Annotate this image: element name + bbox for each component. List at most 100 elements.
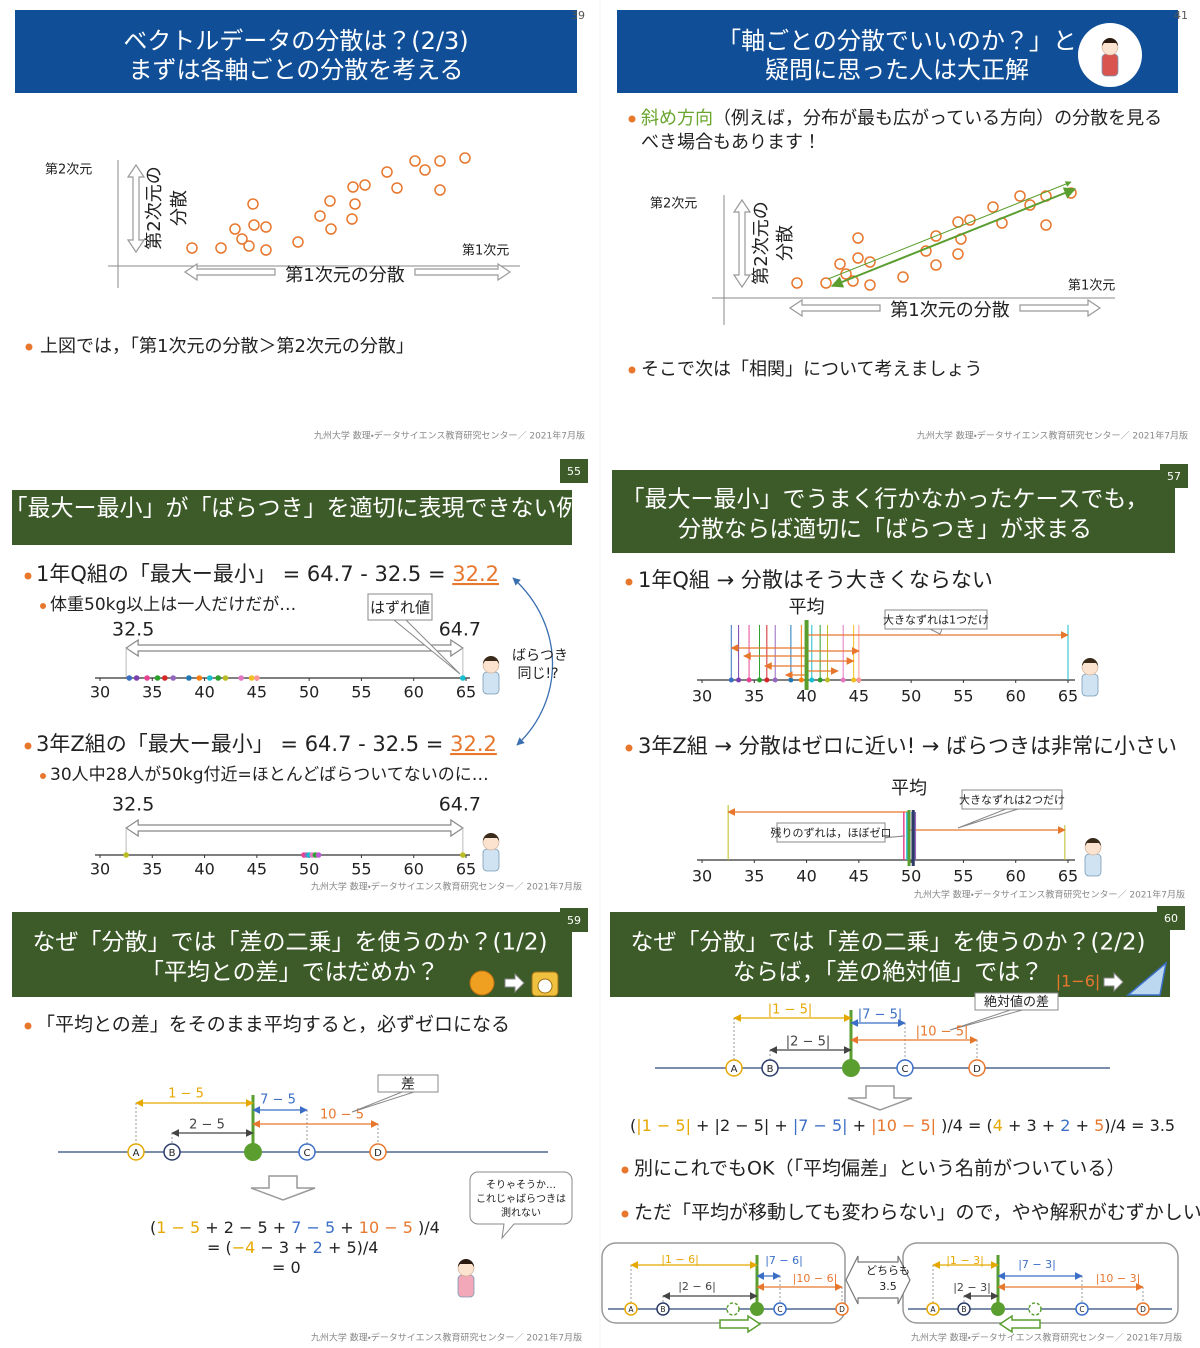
diff-label: |7 − 5| <box>858 1008 902 1023</box>
scatter-point <box>243 240 255 252</box>
shift-arrow <box>719 1314 762 1334</box>
page-number: 60 <box>1164 912 1178 925</box>
scatter-point <box>314 210 326 222</box>
icon-arrow <box>1103 971 1124 993</box>
hollow-arrow <box>732 198 752 289</box>
weight-dot <box>788 677 794 683</box>
text-part: ( <box>630 1116 636 1135</box>
tick-label: 40 <box>194 683 214 702</box>
point-letter: D <box>973 1064 981 1075</box>
formula: (|1 − 5| + |2 − 5| + |7 − 5| + |10 − 5| … <box>630 1116 1175 1135</box>
text-part: )/4 = 3.5 <box>1104 1116 1175 1135</box>
mean-label: 平均 <box>891 778 927 799</box>
text-part: 斜め方向 <box>641 108 713 129</box>
hollow-arrow <box>126 163 146 254</box>
point-letter: B <box>961 1305 966 1314</box>
weight-dot <box>162 675 168 681</box>
person-body <box>1101 53 1119 77</box>
bullet: 上図では，「第1次元の分散＞第2次元の分散」 <box>40 336 414 357</box>
weight-dot <box>736 677 742 683</box>
callout-text: はずれ値 <box>370 599 430 617</box>
diff-label: |1 − 6| <box>661 1253 699 1266</box>
weight-dot <box>728 677 734 683</box>
hollow-arrow <box>845 1255 911 1305</box>
point-letter: C <box>902 1064 909 1075</box>
side-note: ばらつき <box>512 648 568 664</box>
diff-label: |10 − 3| <box>1096 1272 1141 1285</box>
person-hair <box>1082 658 1098 666</box>
scatter-point <box>852 252 864 264</box>
tick-label: 40 <box>796 867 816 886</box>
page-number: 39 <box>571 9 585 22</box>
bullet: 3年Z組の「最大ー最小」 = 64.7 - 32.5 = 32.2 <box>36 732 497 756</box>
page-number: 55 <box>567 465 581 478</box>
data-point <box>163 1143 181 1161</box>
bullet-dot <box>24 742 32 750</box>
bullet-dot <box>621 1210 629 1218</box>
mean-point <box>842 1059 860 1077</box>
bullet: そこで次は「相関」について考えましょう <box>641 359 982 380</box>
callout-box <box>961 789 1063 810</box>
weight-dot <box>254 675 260 681</box>
tick-label: 60 <box>404 860 424 879</box>
tick-label: 45 <box>247 860 267 879</box>
footer: 九州大学 数理・データサイエンス教育研究センター／ 2021年7月版 <box>314 430 585 442</box>
slide-title: 「平均との差」ではだめか？ <box>141 960 439 986</box>
hollow-arrow <box>125 638 464 658</box>
diff-label: |1 − 3| <box>946 1254 984 1267</box>
data-point <box>624 1302 638 1316</box>
tick-label: 35 <box>142 860 162 879</box>
bullet: 「平均との差」をそのまま平均すると，必ずゼロになる <box>36 1014 510 1036</box>
tick-label: 50 <box>299 683 319 702</box>
scatter-point <box>186 242 198 254</box>
point-letter: D <box>374 1148 382 1159</box>
weight-dot <box>824 677 830 683</box>
bullet-dot <box>25 343 33 351</box>
tick-label: 50 <box>901 867 921 886</box>
scatter-point <box>391 182 403 194</box>
text-part: + <box>200 1218 224 1237</box>
bullet: 1年Q組の「最大ー最小」 = 64.7 - 32.5 = 32.2 <box>36 562 499 586</box>
person-body <box>1084 853 1102 877</box>
weight-dot <box>856 677 862 683</box>
weight-dot <box>238 675 244 681</box>
footer: 九州大学 数理・データサイエンス教育研究センター／ 2021年7月版 <box>311 881 582 893</box>
tick-label: 40 <box>796 687 816 706</box>
page-number-box <box>560 908 588 932</box>
arrow <box>827 181 1072 280</box>
page-number: 59 <box>567 914 581 927</box>
scatter-point <box>791 277 803 289</box>
icon-scale-face <box>537 978 553 994</box>
tick-label: 50 <box>901 687 921 706</box>
scatter-point <box>459 152 471 164</box>
point-letter: A <box>731 1064 738 1075</box>
scatter-point <box>834 258 846 270</box>
footer: 九州大学 数理・データサイエンス教育研究センター／ 2021年7月版 <box>311 1332 582 1344</box>
diff-label: |10 − 6| <box>793 1272 838 1285</box>
tick-label: 40 <box>194 860 214 879</box>
weight-dot <box>144 675 150 681</box>
scatter-point <box>346 213 358 225</box>
scatter-point <box>236 233 248 245</box>
bullet-dot <box>628 366 636 374</box>
bullet: 別にこれでもOK（「平均偏差」という名前がついている） <box>634 1158 1125 1180</box>
spread-label: 第1次元の分散 <box>285 265 404 286</box>
point-letter: A <box>133 1148 140 1159</box>
diff-label: 2 − 5 <box>189 1118 225 1133</box>
weight-dot <box>186 675 192 681</box>
axis-label: 第1次元 <box>1068 278 1115 294</box>
weight-dot <box>207 675 213 681</box>
previous-mean <box>1028 1302 1042 1316</box>
weight-dot <box>817 677 823 683</box>
data-point <box>1136 1302 1150 1316</box>
person-hair <box>1085 838 1101 846</box>
curved-arrow <box>512 577 554 746</box>
person-hair <box>483 656 499 664</box>
previous-mean <box>726 1302 740 1316</box>
icon-label: |1−6| <box>1056 972 1101 991</box>
tick-label: 60 <box>1006 867 1026 886</box>
note: どちらも <box>866 1264 910 1277</box>
text-part: 2 − 5 <box>224 1218 268 1237</box>
tick-label: 60 <box>404 683 424 702</box>
data-point <box>926 1302 940 1316</box>
